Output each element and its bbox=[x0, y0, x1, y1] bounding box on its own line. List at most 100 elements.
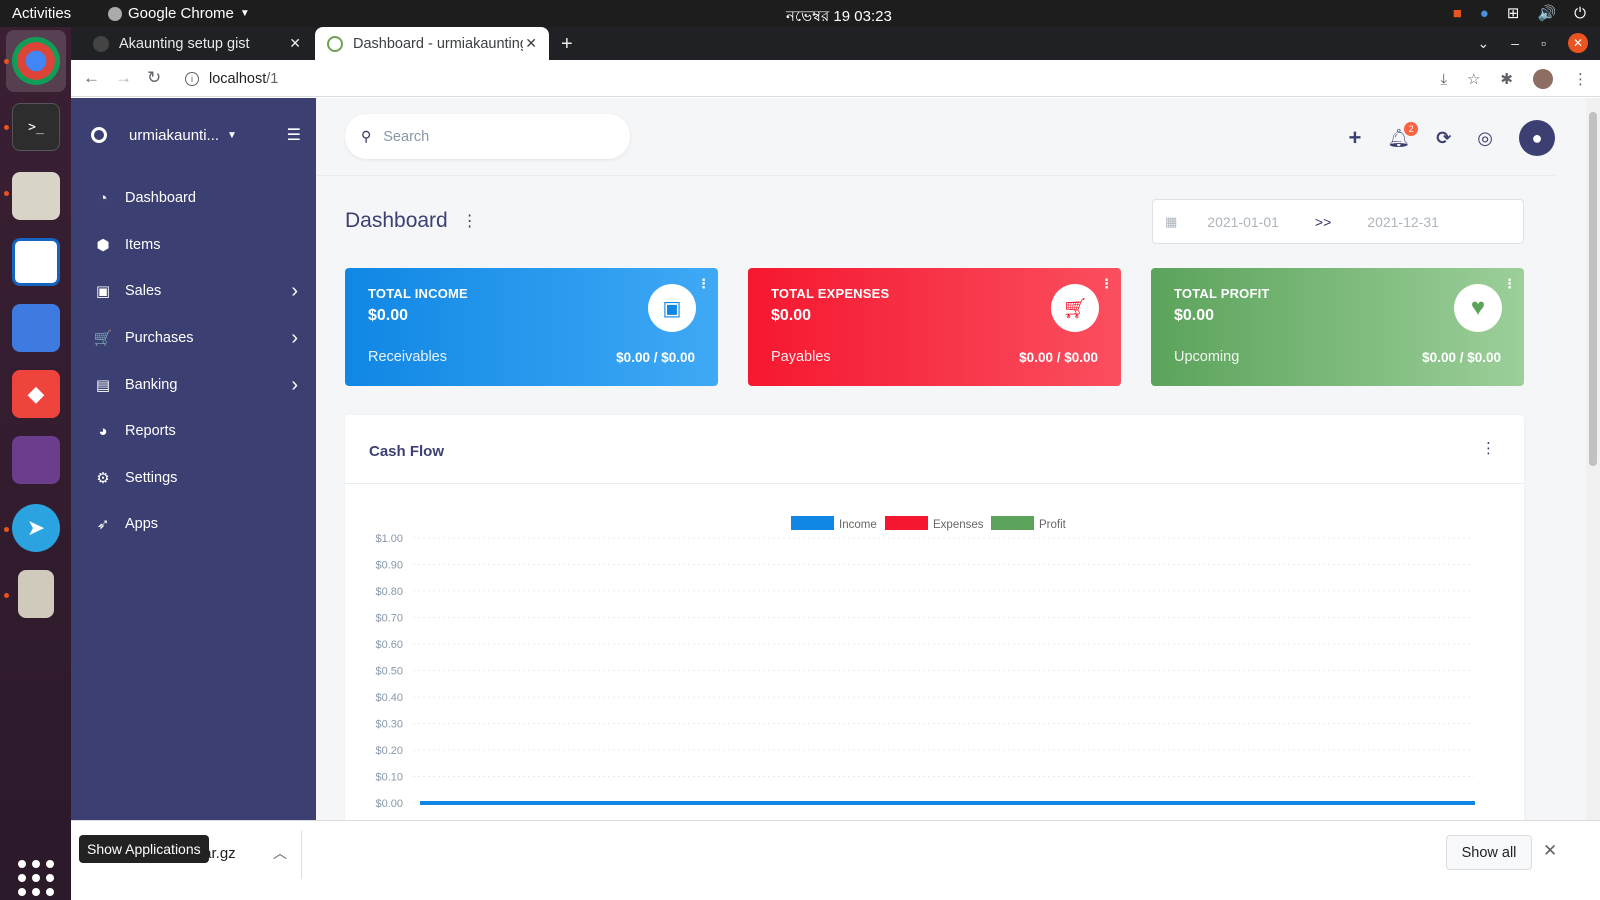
widget-menu-icon[interactable]: ⋮ bbox=[1481, 440, 1496, 457]
search-icon: ⚲ bbox=[361, 128, 372, 144]
anydesk-icon[interactable]: ◆ bbox=[12, 370, 60, 418]
scrollbar-thumb[interactable] bbox=[1589, 112, 1597, 466]
chevron-down-icon: ▼ bbox=[239, 8, 250, 19]
company-switcher[interactable]: urmiakaunti... ▼ ☰ bbox=[91, 125, 301, 145]
caret-down-icon: ▼ bbox=[227, 129, 237, 141]
card-title: TOTAL EXPENSES bbox=[771, 286, 890, 301]
sync-icon[interactable]: ⟳ bbox=[1436, 127, 1452, 148]
info-icon[interactable]: i bbox=[185, 71, 199, 86]
page-scrollbar[interactable] bbox=[1555, 98, 1600, 820]
search-input[interactable]: ⚲ Search bbox=[345, 114, 630, 159]
y-tick-label: $1.00 bbox=[375, 533, 403, 545]
card-amount: $0.00 bbox=[1174, 307, 1215, 324]
forward-icon[interactable]: → bbox=[115, 68, 132, 87]
dashboard-options-icon[interactable]: ⋮ bbox=[461, 213, 478, 230]
date-start[interactable]: 2021-01-01 bbox=[1207, 213, 1279, 230]
chrome-icon bbox=[108, 6, 122, 21]
extensions-icon[interactable]: ✱ bbox=[1500, 71, 1513, 88]
widget-title: Cash Flow bbox=[369, 443, 445, 460]
y-tick-label: $0.20 bbox=[375, 745, 403, 757]
camera-icon: ■ bbox=[1452, 4, 1462, 22]
y-tick-label: $0.70 bbox=[375, 613, 403, 625]
install-icon[interactable]: ⤓ bbox=[1440, 70, 1447, 88]
new-tab-button[interactable]: + bbox=[561, 33, 573, 55]
minimize-icon[interactable]: – bbox=[1511, 35, 1520, 51]
tab-search-icon[interactable]: ⌄ bbox=[1477, 34, 1490, 51]
files-icon[interactable] bbox=[12, 172, 60, 220]
sidebar-toggle-icon[interactable]: ☰ bbox=[286, 127, 301, 144]
y-tick-label: $0.90 bbox=[375, 560, 403, 572]
notifications-bell-icon[interactable]: 🔔︎ 2 bbox=[1387, 121, 1419, 149]
date-separator: >> bbox=[1314, 213, 1332, 230]
browser-window: Akaunting setup gist ✕ Dashboard - urmia… bbox=[71, 27, 1600, 900]
show-all-button[interactable]: Show all bbox=[1446, 835, 1532, 870]
chrome-dock-icon[interactable] bbox=[12, 37, 60, 85]
calendar-icon: ▦ bbox=[1165, 213, 1178, 229]
chevron-right-icon: › bbox=[291, 373, 298, 396]
user-avatar[interactable]: ● bbox=[1519, 120, 1555, 156]
sidebar-item-purchases[interactable]: 🛒 Purchases › bbox=[93, 326, 298, 350]
bookmark-star-icon[interactable]: ☆ bbox=[1466, 71, 1481, 88]
sidebar-item-apps[interactable]: ➶ Apps bbox=[93, 512, 298, 536]
close-icon[interactable]: ✕ bbox=[289, 35, 301, 51]
legend-swatch-profit bbox=[991, 516, 1034, 530]
archive-icon[interactable] bbox=[18, 570, 54, 618]
card-menu-icon[interactable]: ⋮ bbox=[1100, 276, 1113, 291]
writer-icon[interactable] bbox=[12, 238, 60, 286]
url-path: /1 bbox=[266, 70, 279, 87]
screenshot-icon[interactable] bbox=[12, 304, 60, 352]
chevron-up-icon[interactable]: ︿ bbox=[273, 845, 287, 861]
volume-icon: 🔊 bbox=[1537, 5, 1557, 22]
total-income-card: TOTAL INCOME $0.00 Receivables $0.00 / $… bbox=[345, 268, 718, 386]
cube-icon: ⬢ bbox=[96, 237, 110, 254]
system-tray[interactable]: ■ ● ⊞ 🔊 ⏻ bbox=[1452, 4, 1586, 23]
card-sub-value: $0.00 / $0.00 bbox=[616, 350, 695, 365]
activities-button[interactable]: Activities bbox=[12, 5, 72, 22]
sidebar-item-sales[interactable]: ▣ Sales › bbox=[93, 279, 298, 303]
notification-app-icon: ● bbox=[1479, 4, 1489, 22]
sidebar-item-reports[interactable]: ◕ Reports bbox=[93, 419, 298, 443]
show-applications-tooltip: Show Applications bbox=[79, 835, 209, 863]
clock[interactable]: নভেম্বর 19 03:23 bbox=[786, 8, 892, 25]
back-icon[interactable]: ← bbox=[83, 68, 100, 87]
date-range-picker[interactable]: ▦ 2021-01-01 >> 2021-12-31 bbox=[1152, 199, 1524, 244]
more-menu-icon[interactable]: ⋮ bbox=[1573, 71, 1588, 88]
card-title: TOTAL PROFIT bbox=[1174, 286, 1270, 301]
card-title: TOTAL INCOME bbox=[368, 286, 468, 301]
total-profit-card: TOTAL PROFIT $0.00 Upcoming $0.00 / $0.0… bbox=[1151, 268, 1524, 386]
card-sub-label[interactable]: Receivables bbox=[368, 349, 447, 365]
sidebar-item-banking[interactable]: ▤ Banking › bbox=[93, 373, 298, 397]
card-menu-icon[interactable]: ⋮ bbox=[697, 276, 710, 291]
telegram-icon[interactable]: ➤ bbox=[12, 504, 60, 552]
total-expenses-card: TOTAL EXPENSES $0.00 Payables $0.00 / $0… bbox=[748, 268, 1121, 386]
sidebar-item-dashboard[interactable]: ◔ Dashboard bbox=[93, 186, 298, 210]
profile-avatar[interactable] bbox=[1533, 69, 1553, 89]
sidebar-item-items[interactable]: ⬢ Items bbox=[93, 233, 298, 257]
reload-icon[interactable]: ↻ bbox=[147, 68, 162, 87]
card-sub-label[interactable]: Upcoming bbox=[1174, 349, 1240, 365]
card-sub-label[interactable]: Payables bbox=[771, 349, 831, 365]
close-icon[interactable]: ✕ bbox=[525, 35, 537, 51]
sidebar-item-settings[interactable]: ⚙ Settings bbox=[93, 466, 298, 490]
legend-swatch-income bbox=[791, 516, 834, 530]
power-icon: ⏻ bbox=[1574, 4, 1586, 22]
add-new-icon[interactable]: + bbox=[1348, 125, 1362, 150]
date-end[interactable]: 2021-12-31 bbox=[1367, 213, 1439, 230]
dashboard-icon: ◔ bbox=[98, 189, 108, 207]
address-bar[interactable]: i localhost/1 bbox=[185, 64, 1385, 93]
app-menu[interactable]: Google Chrome ▼ bbox=[108, 5, 250, 22]
card-menu-icon[interactable]: ⋮ bbox=[1503, 276, 1516, 291]
window-close-icon[interactable]: ✕ bbox=[1568, 33, 1588, 53]
show-applications-icon[interactable] bbox=[18, 860, 54, 896]
akaunting-logo bbox=[91, 127, 107, 143]
terminal-icon[interactable]: >_ bbox=[12, 103, 60, 151]
tab-akaunting-gist[interactable]: Akaunting setup gist ✕ bbox=[81, 27, 313, 60]
close-downloads-icon[interactable]: ✕ bbox=[1543, 841, 1558, 860]
tab-title: Akaunting setup gist bbox=[119, 35, 250, 52]
system-top-bar: Activities Google Chrome ▼ নভেম্বর 19 03… bbox=[0, 0, 1600, 27]
tab-dashboard[interactable]: Dashboard - urmiakaunting ✕ bbox=[315, 27, 549, 60]
notification-badge: 2 bbox=[1404, 121, 1419, 136]
help-lifering-icon[interactable]: ◎ bbox=[1477, 127, 1493, 148]
restore-icon[interactable]: ▫ bbox=[1541, 35, 1546, 51]
video-icon[interactable] bbox=[12, 436, 60, 484]
